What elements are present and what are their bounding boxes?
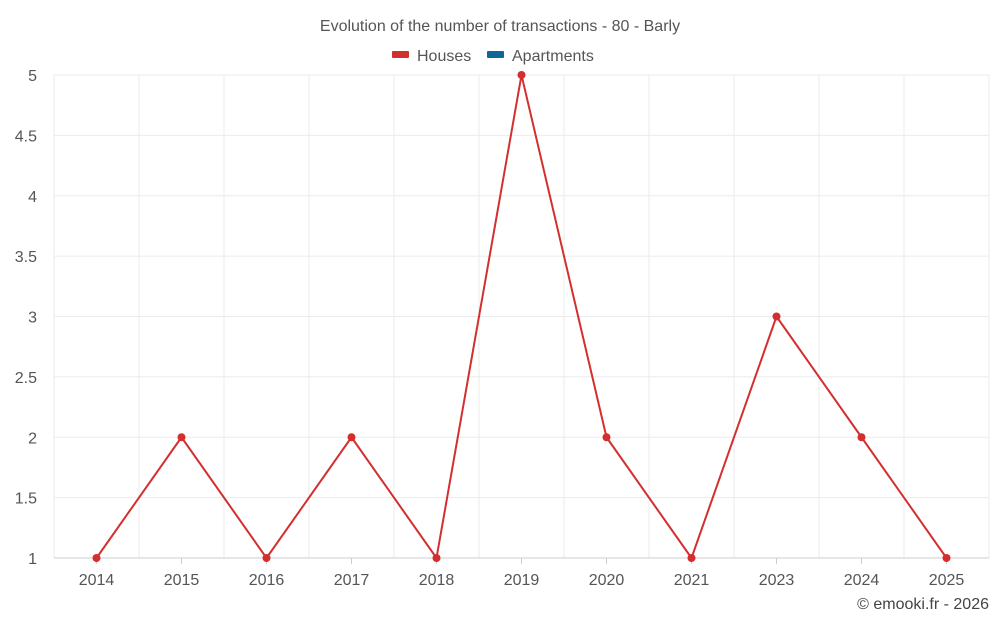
y-tick-label: 1.5	[15, 491, 37, 508]
legend-item-apartments[interactable]: Apartments	[487, 48, 594, 65]
chart-title: Evolution of the number of transactions …	[320, 18, 680, 35]
legend-swatch-houses	[392, 51, 409, 58]
data-point-houses[interactable]	[432, 554, 441, 562]
data-point-houses[interactable]	[347, 433, 356, 442]
x-tick-label: 2019	[504, 572, 540, 589]
data-point-houses[interactable]	[772, 312, 781, 321]
grid-lines	[53, 74, 990, 559]
chart-legend: Houses Apartments	[392, 48, 594, 65]
data-point-houses[interactable]	[602, 433, 611, 442]
data-point-houses[interactable]	[177, 433, 186, 442]
y-axis: 1 1.5 2 2.5 3 3.5 4 4.5 5	[15, 68, 37, 568]
legend-item-houses[interactable]: Houses	[392, 48, 471, 65]
x-tick-label: 2018	[419, 572, 455, 589]
y-tick-label: 2	[28, 430, 37, 447]
y-tick-label: 4	[28, 189, 37, 206]
series-layer	[92, 71, 951, 562]
y-tick-label: 5	[28, 68, 37, 85]
legend-label-houses: Houses	[417, 48, 471, 65]
x-tick-label: 2014	[79, 572, 115, 589]
y-tick-label: 4.5	[15, 128, 37, 145]
x-axis: 2014 2015 2016 2017 2018 2019 2020 2021 2023 2024…	[54, 557, 989, 589]
x-tick-label: 2016	[249, 572, 285, 589]
data-point-houses[interactable]	[517, 71, 526, 79]
y-tick-label: 1	[28, 551, 37, 568]
data-point-houses[interactable]	[262, 554, 271, 562]
data-point-houses[interactable]	[92, 554, 101, 562]
credit-text: © emooki.fr - 2026	[857, 596, 989, 613]
x-tick-label: 2020	[589, 572, 625, 589]
x-tick-label: 2024	[844, 572, 880, 589]
x-tick-label: 2015	[164, 572, 200, 589]
y-tick-label: 2.5	[15, 370, 37, 387]
legend-label-apartments: Apartments	[512, 48, 594, 65]
y-tick-label: 3.5	[15, 249, 37, 266]
x-tick-label: 2017	[334, 572, 370, 589]
x-tick-label: 2025	[929, 572, 965, 589]
data-point-houses[interactable]	[942, 554, 951, 562]
data-point-houses[interactable]	[857, 433, 866, 442]
x-tick-label: 2023	[759, 572, 795, 589]
legend-swatch-apartments	[487, 51, 504, 58]
data-point-houses[interactable]	[687, 554, 696, 562]
y-tick-label: 3	[28, 310, 37, 327]
x-tick-label: 2021	[674, 572, 710, 589]
